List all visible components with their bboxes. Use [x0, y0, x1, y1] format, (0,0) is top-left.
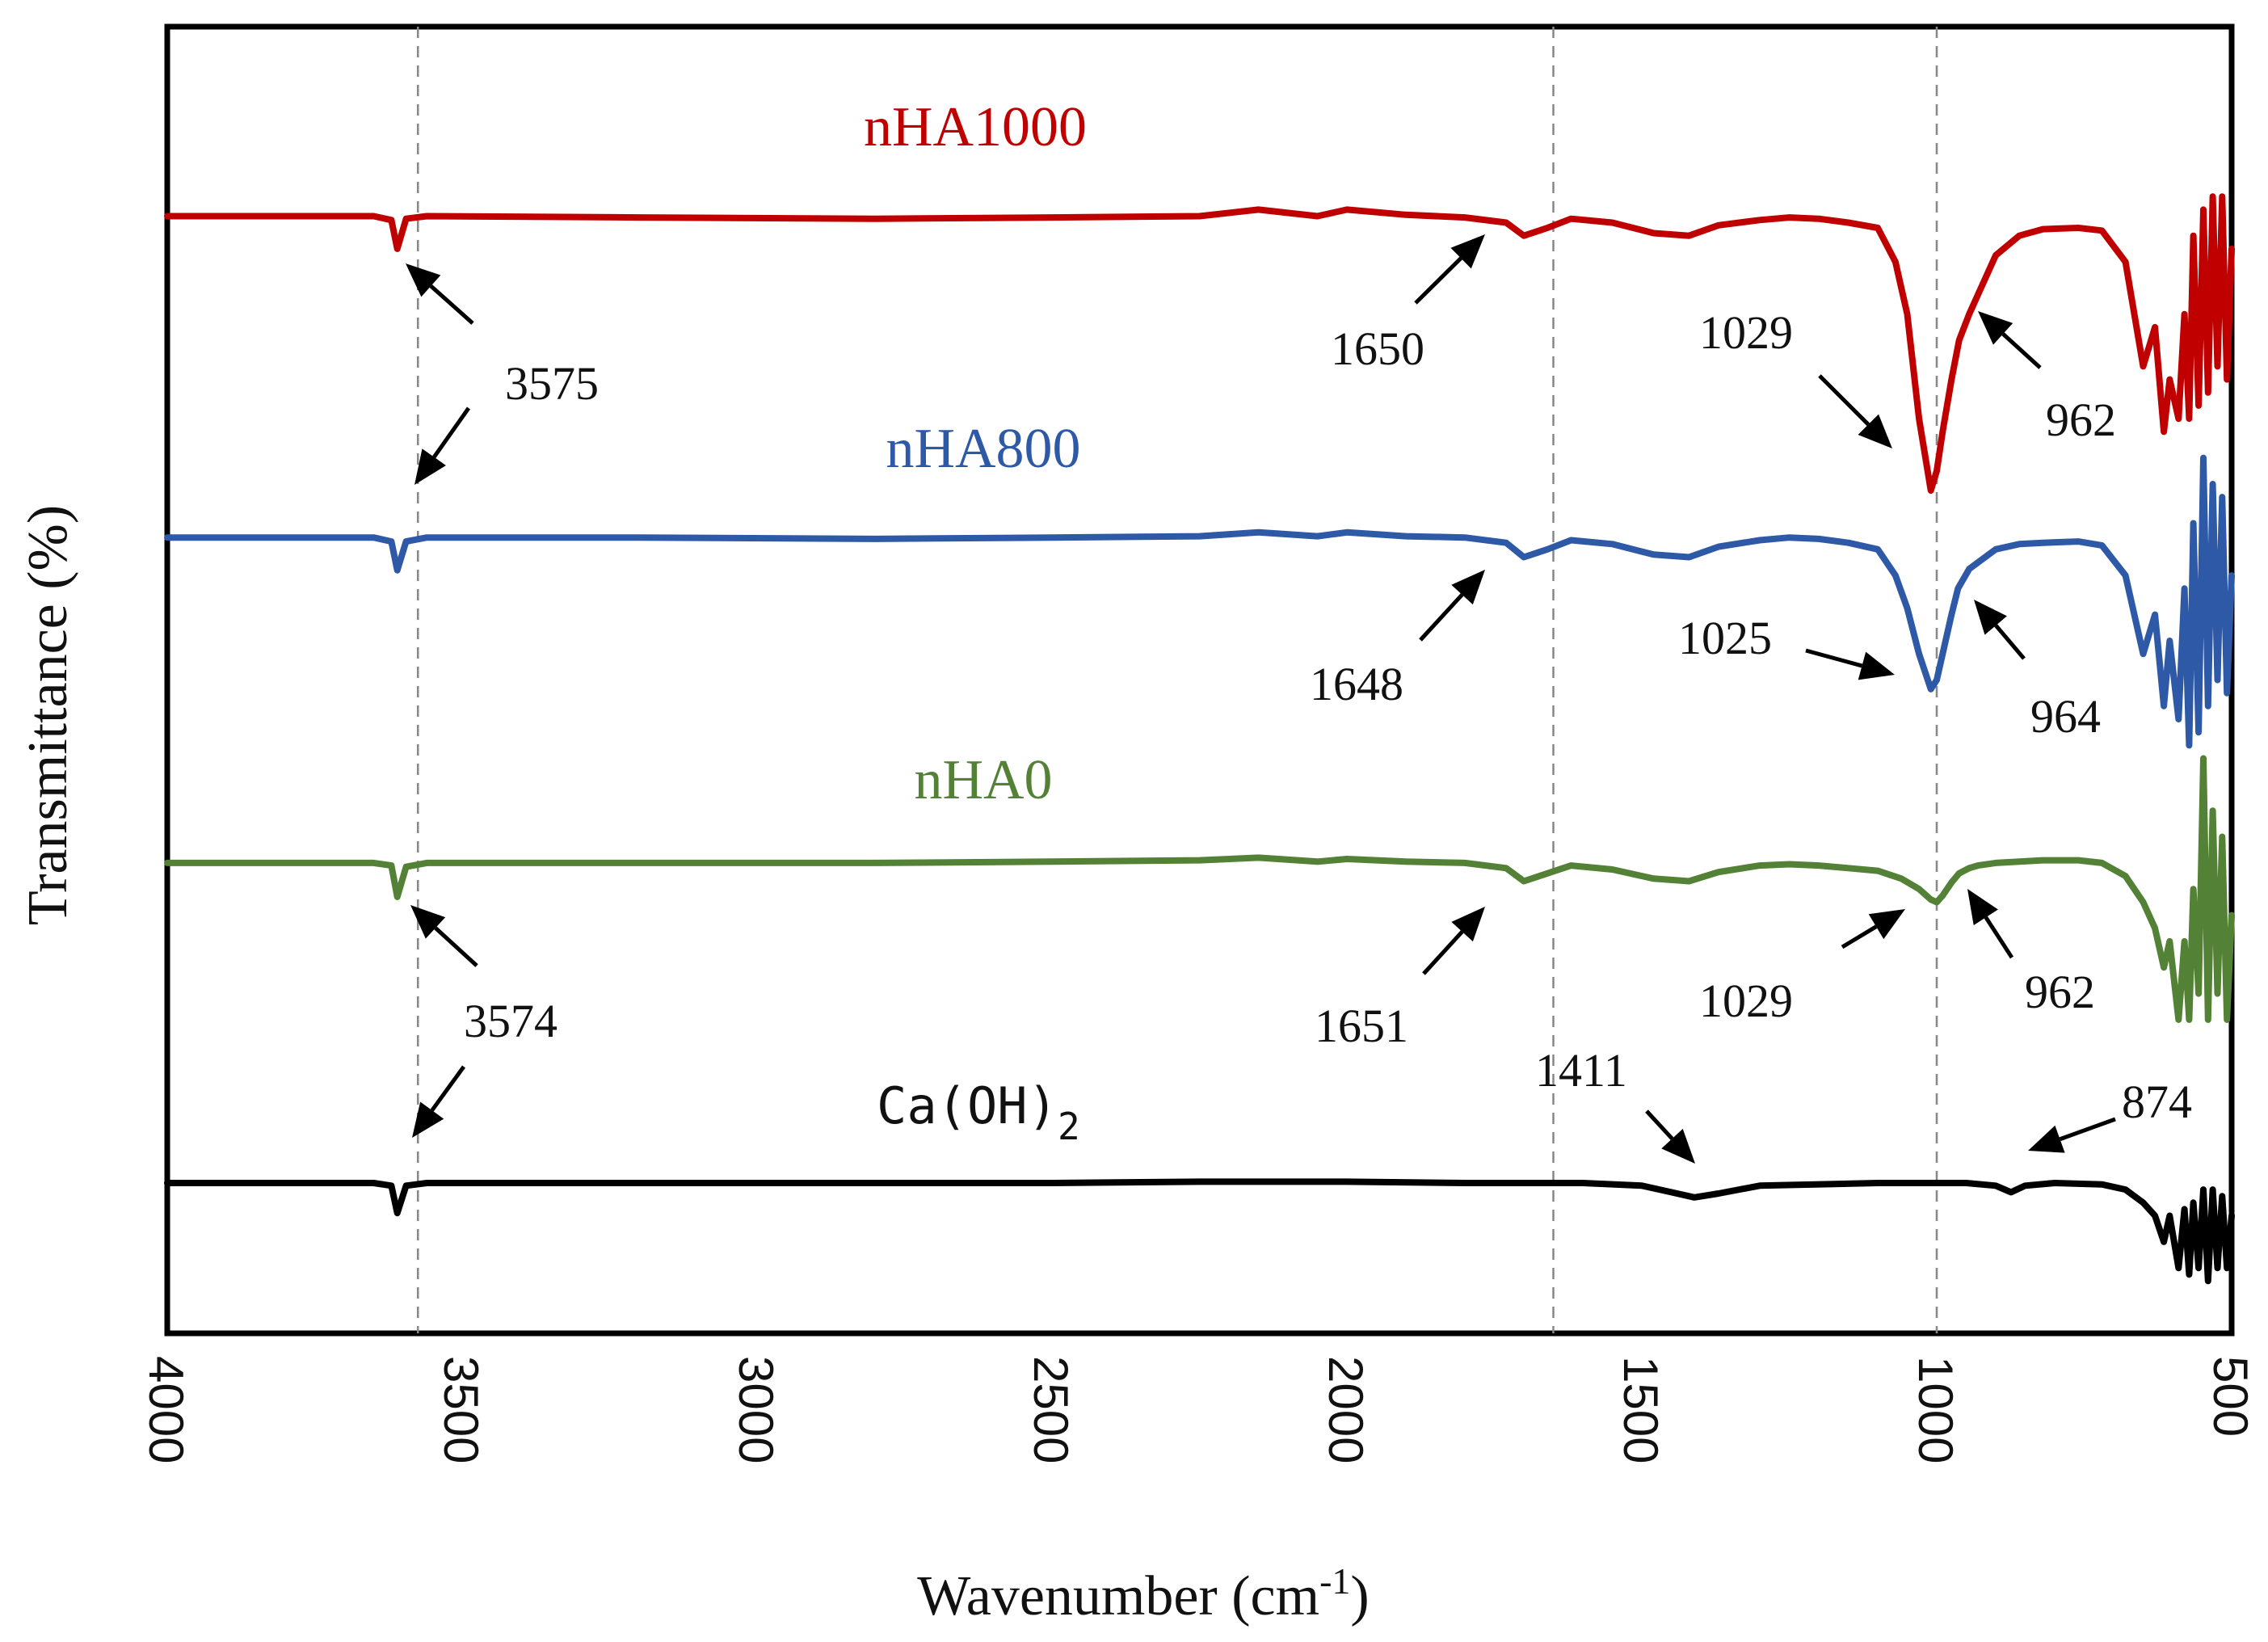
plot-frame — [164, 23, 2235, 1337]
arrow-shaft-5 — [1419, 593, 1464, 642]
arrow-shaft-9 — [1422, 930, 1464, 975]
peak-label-nHA800-1648: 1648 — [1310, 658, 1403, 710]
arrow-shaft-13 — [1645, 1109, 1674, 1140]
arrow-shaft-12 — [430, 1065, 466, 1112]
arrow-shaft-8 — [434, 926, 478, 967]
arrow-shaft-3 — [2001, 332, 2042, 369]
peak-label-nHA0-3574: 3574 — [464, 995, 558, 1047]
reference-lines — [417, 27, 1938, 1333]
arrow-shaft-14 — [2059, 1117, 2116, 1142]
peak-label-nHA1000-962: 962 — [2046, 394, 2116, 446]
x-axis-label-text: Wavenumber (cm — [917, 1565, 1319, 1627]
arrow-head-9 — [1451, 907, 1485, 942]
x-tick-label-1000: 1000 — [1908, 1356, 1963, 1463]
arrow-head-5 — [1451, 570, 1485, 605]
peak-label-nHA1000-1029: 1029 — [1699, 306, 1793, 359]
arrow-head-4 — [414, 448, 446, 485]
arrow-head-1 — [1450, 234, 1485, 269]
arrow-head-6 — [1858, 651, 1895, 680]
arrow-shaft-4 — [432, 406, 471, 459]
peak-label-nHA0-1029: 1029 — [1699, 975, 1793, 1027]
x-tick-label-2000: 2000 — [1319, 1356, 1373, 1463]
arrow-head-11 — [1967, 889, 1998, 926]
arrow-shaft-10 — [1841, 924, 1878, 949]
arrow-head-8 — [410, 905, 446, 939]
arrow-shaft-0 — [429, 284, 474, 325]
peak-label-nHA0-962: 962 — [2025, 966, 2095, 1018]
arrow-head-12 — [412, 1101, 444, 1138]
series-line-nha800 — [164, 454, 2235, 749]
arrow-head-2 — [1858, 414, 1892, 448]
arrow-shaft-6 — [1805, 648, 1863, 668]
arrow-head-14 — [2028, 1125, 2065, 1153]
series-label-nHA800: nHA800 — [886, 418, 1080, 480]
x-axis-label-close: ) — [1350, 1565, 1369, 1627]
x-tick-label-2500: 2500 — [1024, 1356, 1078, 1463]
arrow-head-7 — [1974, 600, 2007, 635]
peak-label-caoh2-874: 874 — [2122, 1076, 2192, 1128]
x-tick-labels: 4000 3500 3000 2500 2000 1500 1000 500 — [139, 1356, 2257, 1463]
peak-label-nHA1000-3575: 3575 — [505, 357, 599, 410]
series-label-caoh2: Ca(OH)2 — [877, 1076, 1080, 1148]
arrow-shaft-7 — [1994, 624, 2026, 660]
arrow-head-10 — [1868, 909, 1905, 940]
arrow-layer — [406, 234, 2116, 1164]
series-label-nHA1000: nHA1000 — [864, 96, 1087, 158]
arrow-shaft-11 — [1984, 916, 2014, 959]
peak-label-nHA800-1025: 1025 — [1678, 612, 1772, 664]
x-tick-label-3500: 3500 — [434, 1356, 488, 1463]
series-label-caoh2-text: Ca(OH) — [877, 1076, 1058, 1135]
peak-label-nHA1000-1650: 1650 — [1331, 322, 1424, 375]
arrow-head-0 — [406, 263, 441, 297]
x-axis-label-superscript: -1 — [1319, 1560, 1350, 1602]
peak-label-caoh2-1411: 1411 — [1535, 1044, 1627, 1097]
series-label-nHA0: nHA0 — [914, 749, 1052, 811]
x-tick-label-500: 500 — [2203, 1356, 2257, 1437]
peak-label-nHA800-964: 964 — [2030, 690, 2101, 743]
arrow-shaft-1 — [1414, 256, 1462, 305]
x-tick-label-4000: 4000 — [139, 1356, 193, 1463]
x-tick-label-3000: 3000 — [729, 1356, 783, 1463]
x-tick-label-1500: 1500 — [1614, 1356, 1668, 1463]
arrow-head-13 — [1661, 1128, 1695, 1164]
peak-label-nHA0-1651: 1651 — [1315, 1000, 1408, 1052]
series-line-nha0 — [164, 755, 2235, 1023]
series-layer — [164, 193, 2235, 1285]
series-label-caoh2-subscript: 2 — [1058, 1105, 1080, 1148]
y-axis-label: Transmittance (%) — [17, 505, 79, 925]
series-line-caoh2 — [164, 1178, 2235, 1285]
series-line-nha1000 — [164, 193, 2235, 494]
x-axis-label: Wavenumber (cm-1) — [917, 1560, 1369, 1627]
arrow-head-3 — [1978, 311, 2013, 345]
arrow-shaft-2 — [1818, 374, 1870, 427]
